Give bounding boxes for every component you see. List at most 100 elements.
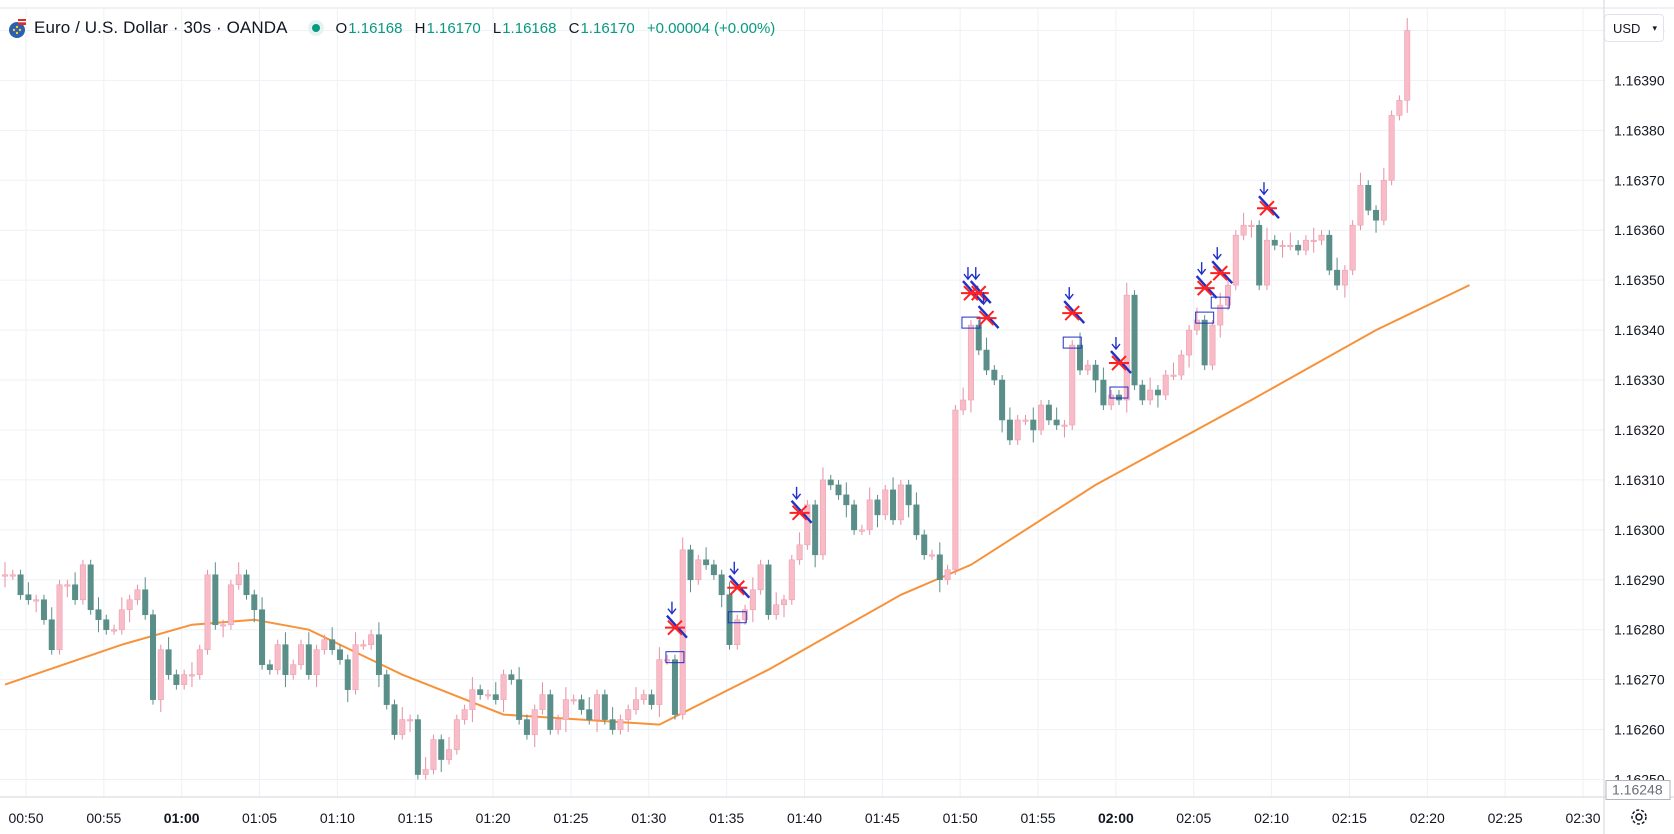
candle-body — [56, 584, 63, 650]
candle-body — [1178, 354, 1185, 376]
symbol-title[interactable]: Euro / U.S. Dollar · 30s · OANDA — [34, 18, 288, 37]
symbol-legend: Euro / U.S. Dollar · 30s · OANDA O1.1616… — [6, 17, 783, 39]
candle-body — [329, 639, 336, 650]
ohlc-open-value: 1.16168 — [348, 19, 403, 37]
candle-body — [79, 564, 86, 601]
candle-body — [967, 324, 974, 401]
gear-icon[interactable] — [1628, 806, 1650, 828]
arrow-down-icon — [1197, 268, 1207, 276]
candle-body — [874, 499, 881, 516]
candle-body — [492, 694, 499, 700]
ohlc-low-key: L — [492, 19, 502, 37]
candle-body — [142, 589, 149, 616]
candle-body — [251, 594, 258, 611]
candle-body — [469, 689, 476, 710]
candle-body — [1388, 115, 1395, 181]
signal-marker — [664, 601, 688, 664]
candle-body — [726, 594, 733, 645]
marker-box — [1109, 386, 1129, 399]
candle-body — [477, 689, 484, 695]
star-icon — [971, 285, 987, 301]
candle-body — [1, 574, 9, 577]
star-icon — [978, 310, 995, 326]
y-tick-label: 1.16340 — [1614, 322, 1665, 338]
candle-body — [1326, 234, 1333, 271]
candle-body — [1170, 374, 1177, 377]
candle-body — [453, 719, 460, 750]
candle-body — [1069, 344, 1076, 426]
candle-body — [570, 699, 577, 702]
market-status-icon[interactable] — [307, 20, 324, 36]
candle-body — [414, 719, 421, 775]
candle-body — [952, 409, 959, 571]
star-icon — [1064, 305, 1080, 321]
candle-body — [446, 749, 453, 760]
candle-body — [282, 644, 289, 675]
candle-body — [1240, 224, 1247, 236]
x-tick-label: 00:50 — [8, 810, 43, 826]
signal-marker — [789, 486, 813, 524]
candle-body — [1225, 284, 1232, 306]
candle-body — [1115, 394, 1122, 401]
candle-body — [890, 489, 897, 521]
candle-body — [298, 644, 305, 665]
candle-body — [352, 644, 359, 690]
ohlc-values: O1.16168 H1.16170 L1.16168 C1.16170 +0.0… — [336, 20, 784, 37]
candle-body — [975, 324, 982, 351]
star-icon — [667, 619, 683, 636]
candle-body — [204, 574, 211, 650]
ohlc-close-value: 1.16170 — [580, 19, 635, 37]
candle-body — [999, 379, 1006, 421]
candle-body — [508, 674, 515, 680]
candle-body — [780, 599, 787, 606]
candle-body — [594, 694, 601, 720]
symbol-flag-icon — [6, 17, 28, 39]
candle-body — [710, 564, 717, 576]
candle-body — [150, 614, 157, 700]
candle-body — [87, 564, 94, 611]
candle-body — [212, 574, 219, 626]
candle-body — [1147, 389, 1154, 401]
candle-body — [1162, 374, 1169, 396]
candle-body — [819, 479, 826, 556]
star-icon — [1259, 200, 1275, 216]
x-tick-label: 02:00 — [1098, 810, 1134, 826]
candle-body — [664, 659, 671, 662]
candle-body — [749, 589, 756, 611]
y-tick-label: 1.16310 — [1614, 472, 1665, 488]
candle-body — [1232, 234, 1239, 286]
currency-selector[interactable]: USD ▾ — [1604, 14, 1664, 42]
x-tick-label: 00:55 — [86, 810, 121, 826]
y-tick-label: 1.16350 — [1614, 272, 1665, 288]
candle-body — [1186, 329, 1193, 356]
signal-marker — [1108, 337, 1132, 399]
candle-body — [1201, 319, 1208, 366]
x-tick-label: 01:25 — [553, 810, 588, 826]
candle-body — [555, 719, 562, 730]
arrow-down-icon — [792, 493, 802, 500]
candle-body — [407, 719, 414, 722]
candle-body — [305, 644, 312, 675]
candle-body — [48, 619, 55, 650]
x-tick-label: 01:15 — [398, 810, 433, 826]
x-tick-label: 02:30 — [1565, 810, 1600, 826]
y-tick-label: 1.16300 — [1614, 522, 1665, 538]
candle-body — [375, 634, 382, 675]
candle-body — [734, 619, 741, 645]
candle-body — [360, 644, 367, 647]
candle-body — [1373, 209, 1380, 221]
x-tick-label: 01:35 — [709, 810, 744, 826]
star-icon — [1196, 280, 1213, 296]
star-icon — [729, 580, 745, 596]
signal-marker — [727, 561, 751, 624]
x-tick-label: 02:05 — [1176, 810, 1211, 826]
candle-body — [1022, 419, 1029, 422]
marker-box — [1210, 296, 1230, 309]
x-tick-label: 01:50 — [943, 810, 978, 826]
ohlc-open-key: O — [335, 19, 348, 37]
candle-body — [1045, 404, 1052, 421]
x-tick-label: 01:55 — [1021, 810, 1056, 826]
